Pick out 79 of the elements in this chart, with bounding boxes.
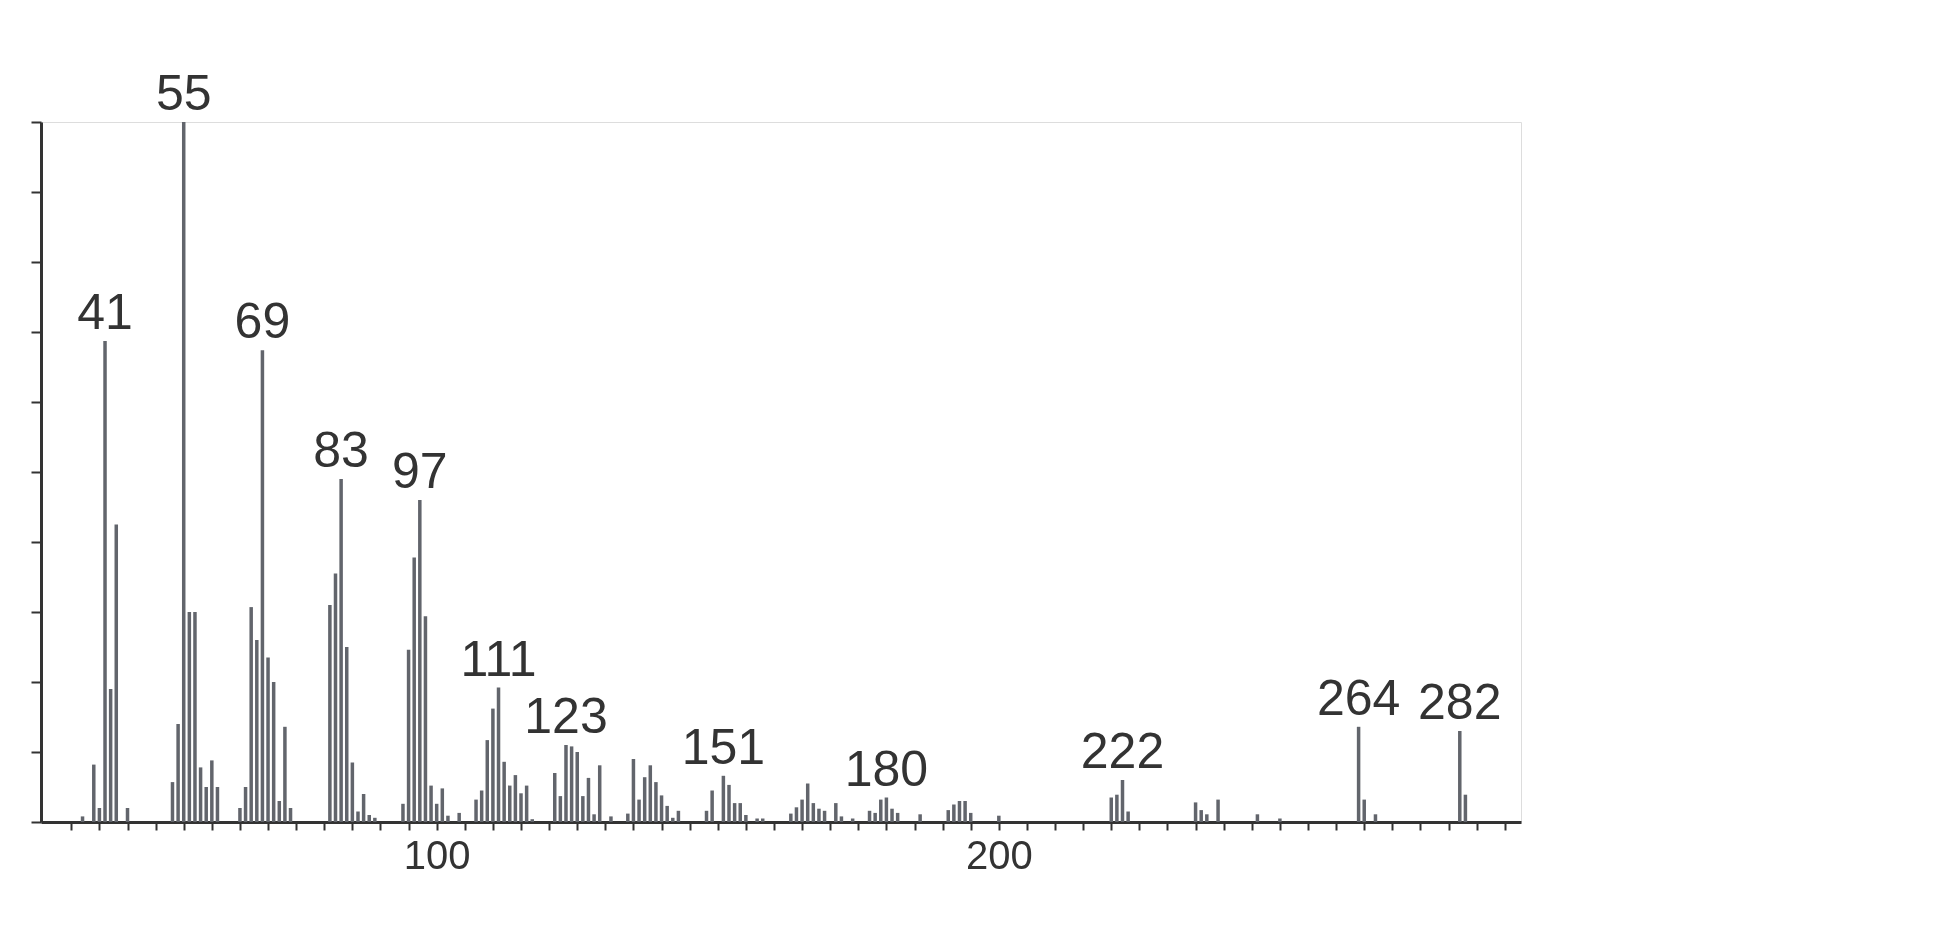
annotation: 55 [155,65,212,121]
annotation: 264 [1316,669,1401,726]
x-tick-label: 100 [403,832,471,877]
bar [80,816,85,822]
annotation: 97 [392,443,448,499]
bar [1205,814,1209,822]
bar [626,813,630,822]
bar [1115,794,1119,822]
bar [103,341,107,822]
annotation: 222 [1080,723,1165,779]
bar [1216,799,1220,822]
bar [255,640,259,822]
bar [401,803,405,822]
bar [283,726,287,822]
bar [665,805,669,822]
bar [1458,731,1462,822]
x-tick-label: 200 [965,832,1033,877]
bar [890,808,894,822]
bar [817,808,821,822]
bar [367,815,371,822]
bar [519,793,523,822]
bar [738,803,742,822]
bar [1362,799,1366,822]
bar [581,796,585,822]
bar [946,810,950,822]
bar [839,816,844,822]
bar [474,799,478,822]
bar [879,799,883,822]
bar [418,500,422,822]
bar [92,764,96,822]
bar [491,708,495,822]
bar [710,790,714,822]
bar [963,801,967,822]
bar [193,612,197,822]
bar [727,784,731,822]
bar [266,657,270,822]
bar [575,752,579,822]
bar [446,815,450,822]
bar [671,817,675,822]
annotation: 69 [234,293,291,350]
bar [412,557,416,822]
annotation: 180 [844,740,929,797]
bar [457,812,461,822]
bar [637,799,641,822]
bar [1199,810,1203,822]
bar [997,815,1001,822]
bar [873,812,877,822]
bar [249,607,253,822]
bar [800,799,804,822]
annotation: 282 [1418,674,1502,730]
bar [176,724,180,822]
bar [328,605,332,822]
bar [609,816,613,822]
bar [530,819,534,822]
bar [592,814,596,822]
bar [1278,818,1282,822]
bar [952,804,956,822]
bar [744,815,748,822]
bar [918,814,922,822]
bar [210,760,214,822]
bar [373,817,377,822]
bar [654,782,658,822]
bar [834,803,838,822]
annotation: 151 [681,718,766,775]
bar [204,787,208,822]
bar [789,813,793,822]
bar [564,745,568,822]
annotation: 41 [77,284,133,341]
bar [755,818,759,822]
annotation: 111 [460,630,537,687]
annotation: 83 [313,422,369,478]
bar [238,808,242,822]
annotation: 123 [524,688,608,744]
bar [356,811,360,822]
bar [508,785,512,822]
bar [1126,811,1130,822]
bar [339,479,343,822]
bar [429,785,433,822]
bar [502,761,506,822]
